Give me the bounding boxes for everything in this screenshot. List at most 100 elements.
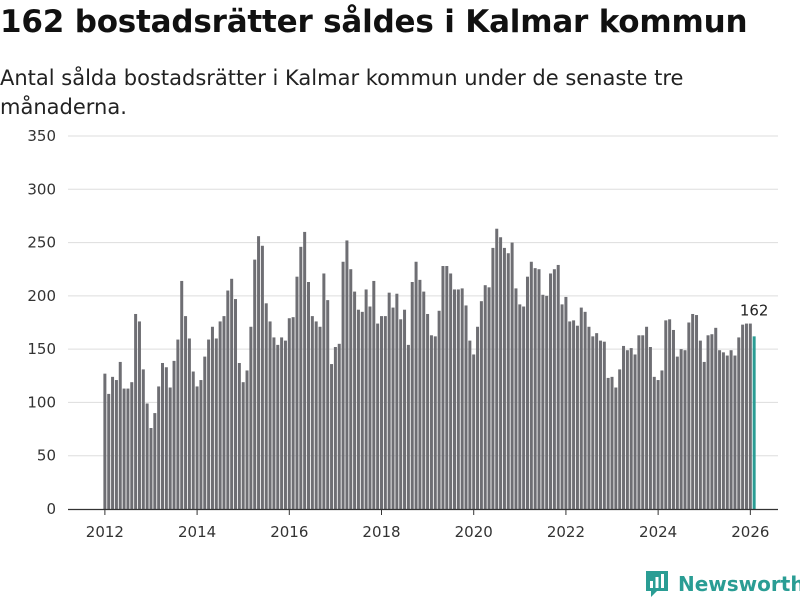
bar [326,300,330,509]
bar [610,376,614,509]
bar [429,335,433,509]
bar [391,307,395,509]
bar [433,336,437,509]
bar [422,291,426,509]
bar [725,355,729,509]
bar [572,320,576,509]
bar [702,361,706,509]
bar [598,340,602,509]
bar [406,344,410,509]
bar [184,316,188,509]
bar [656,380,660,509]
bar [249,326,253,509]
bar [257,236,261,510]
x-tick-label: 2026 [731,523,769,541]
bar [487,287,491,509]
bar [268,321,272,509]
bar [349,269,353,509]
x-tick-label: 2024 [639,523,677,541]
bar [568,321,572,509]
bar [437,310,441,509]
bar [695,315,699,509]
x-tick-label: 2018 [362,523,400,541]
bar [637,335,641,509]
bar [645,326,649,509]
bar [360,311,364,509]
bar [291,317,295,509]
bar [145,403,149,509]
bar [168,387,172,509]
bar [495,228,499,509]
y-tick-label: 300 [27,180,56,198]
bar [245,370,249,509]
bar [383,316,387,509]
bar [214,338,218,509]
bar [376,323,380,509]
y-tick-label: 0 [46,500,56,518]
bar [441,266,445,509]
bar [368,306,372,509]
bar [276,344,280,509]
bar-highlight [752,336,756,509]
bar [353,291,357,509]
bar [679,349,683,509]
bar [514,288,518,509]
bar [153,413,157,509]
bar [272,337,276,509]
bar [241,382,245,509]
bar [295,276,299,509]
bar [602,341,606,509]
bar [706,335,710,509]
bar [714,327,718,509]
bar [264,303,268,509]
bar [141,369,145,509]
bar [537,269,541,509]
bar [337,343,341,509]
y-tick-label: 200 [27,287,56,305]
bar [403,309,407,509]
bar [560,304,564,509]
bars [103,228,756,510]
bar [744,323,748,509]
bar [575,325,579,509]
bar [476,326,480,509]
bar [552,269,556,509]
bar [464,305,468,509]
bar [506,253,510,509]
bar [364,289,368,509]
bar [318,326,322,509]
bar [164,367,168,509]
bar [314,321,318,509]
bar [675,356,679,509]
bar [502,247,506,509]
bar-chart-bubble-icon [646,571,668,597]
y-axis-ticks: 0 50 100 150 200 250 300 350 [27,127,56,518]
bar [303,231,307,509]
bar [541,294,545,509]
page-subtitle: Antal sålda bostadsrätter i Kalmar kommu… [0,66,684,119]
bar [741,324,745,509]
x-tick-label: 2016 [270,523,308,541]
bar [103,373,107,509]
bar [595,333,599,509]
bar [237,362,241,509]
highlight-value-label: 162 [740,301,769,319]
data-labels: 162 [740,301,769,319]
page-title: 162 bostadsrätter såldes i Kalmar kommun [0,4,748,40]
bar [668,319,672,509]
bar [260,245,264,510]
bar [226,290,230,509]
bar [691,313,695,509]
bar [414,261,418,509]
bar [111,376,115,509]
x-axis-ticks: 2012 2014 2016 2018 2020 2022 2024 2026 [86,509,769,541]
bar [491,247,495,509]
bar [525,276,529,509]
bar [549,273,553,509]
y-tick-label: 350 [27,127,56,145]
bar [287,318,291,509]
y-tick-label: 100 [27,393,56,411]
y-tick-label: 250 [27,234,56,252]
bar [395,293,399,509]
